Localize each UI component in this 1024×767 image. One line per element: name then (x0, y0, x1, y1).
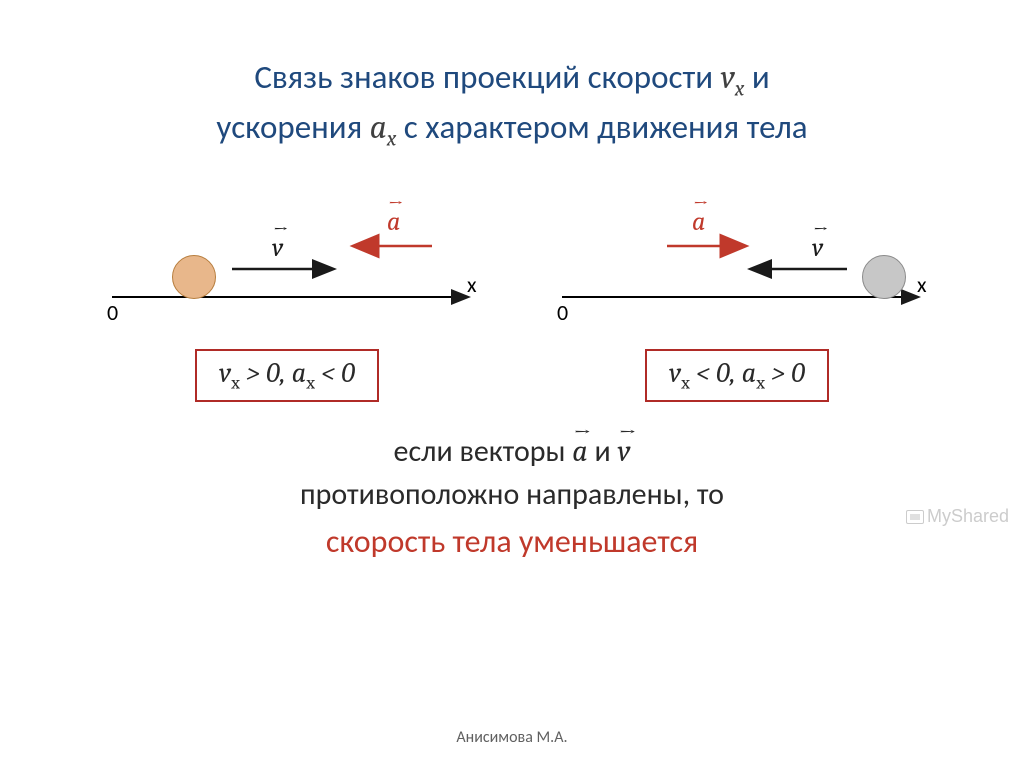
left-inequality-box: vx > 0, ax < 0 (195, 349, 379, 402)
left-zero: 0 (107, 299, 118, 326)
right-circle (862, 255, 906, 299)
right-v-label: v (812, 233, 823, 263)
diagram-left: a v 0 x vx > 0, ax < 0 (87, 199, 487, 402)
left-v-label: v (272, 233, 283, 263)
slide-title: Связь знаков проекций скорости vx и уско… (0, 0, 1024, 154)
title-v: v (721, 59, 735, 97)
diagrams-row: a v 0 x vx > 0, ax < 0 (0, 199, 1024, 402)
explain-mid: и (588, 433, 618, 470)
explain-block: если векторы a и v противоположно направ… (0, 430, 1024, 517)
title-asub: x (387, 127, 397, 151)
title-line2-pre: ускорения (216, 107, 369, 147)
left-x: x (467, 271, 477, 298)
right-inequality-box: vx < 0, ax > 0 (645, 349, 829, 402)
explain-a: a (572, 434, 587, 469)
title-line1-pre: Связь знаков проекций скорости (254, 57, 720, 97)
diagram-right: a v 0 x vx < 0, ax > 0 (537, 199, 937, 402)
right-a-label: a (692, 207, 705, 237)
right-x: x (917, 271, 927, 298)
title-line2-post: с характером движения тела (396, 107, 807, 147)
watermark: MyShared (906, 506, 1009, 527)
footer-author: Анисимова М.А. (0, 728, 1024, 747)
explain-v: v (618, 434, 631, 469)
conclusion: скорость тела уменьшается (0, 522, 1024, 561)
title-a: a (370, 109, 387, 147)
explain-post1: противоположно направлены, то (0, 473, 1024, 517)
left-circle (172, 255, 216, 299)
right-zero: 0 (557, 299, 568, 326)
title-line1-post: и (744, 57, 769, 97)
left-a-label: a (387, 207, 400, 237)
explain-pre: если векторы (394, 433, 573, 470)
title-vsub: x (735, 78, 745, 102)
